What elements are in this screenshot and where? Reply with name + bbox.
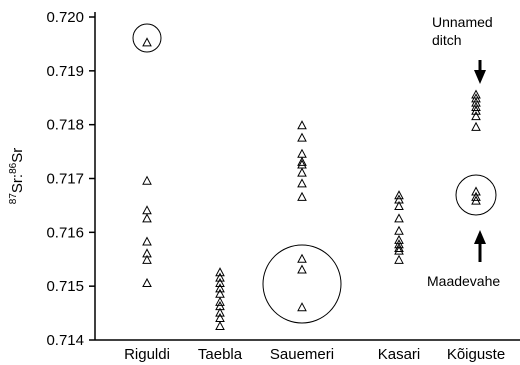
data-point-triangle: [142, 205, 152, 215]
data-point-triangle: [297, 253, 307, 263]
data-point-triangle: [297, 120, 307, 130]
y-tick-label: 0.718: [46, 117, 84, 134]
y-tick-label: 0.714: [46, 332, 84, 349]
y-label-sr2: Sr: [9, 148, 26, 163]
data-point-triangle: [142, 37, 152, 47]
data-point-triangle: [215, 312, 225, 322]
data-point-triangle: [297, 302, 307, 312]
data-point-triangle: [471, 101, 481, 111]
y-label-sup-87: 87: [8, 193, 19, 205]
data-point-triangle: [215, 288, 225, 298]
data-point-triangle: [142, 254, 152, 264]
data-point-triangle: [142, 213, 152, 223]
data-point-triangle: [297, 191, 307, 201]
data-point-triangle: [215, 272, 225, 282]
y-tick-label: 0.719: [46, 63, 84, 80]
data-point-triangle: [297, 148, 307, 158]
y-axis-label: 87Sr:86Sr: [8, 148, 26, 204]
data-point-triangle: [215, 283, 225, 293]
data-point-triangle: [394, 213, 404, 223]
x-category-label: Sauemeri: [270, 346, 334, 363]
data-point-triangle: [142, 175, 152, 185]
riguldi-outlier-circle: [132, 23, 162, 53]
data-point-triangle: [297, 264, 307, 274]
y-tick-label: 0.715: [46, 278, 84, 295]
data-point-triangle: [471, 195, 481, 205]
data-point-triangle: [215, 267, 225, 277]
data-point-triangle: [215, 307, 225, 317]
data-point-triangle: [142, 277, 152, 287]
koiguste-maadevahe-circle: [455, 174, 497, 216]
data-point-triangle: [394, 225, 404, 235]
data-point-triangle: [471, 105, 481, 115]
data-point-triangle: [471, 121, 481, 131]
annotation-ditch: ditch: [432, 32, 462, 48]
data-point-triangle: [394, 190, 404, 200]
data-point-triangle: [471, 111, 481, 121]
x-category-labels: Riguldi Taebla Sauemeri Kasari Kõiguste: [124, 346, 505, 363]
y-tick-label: 0.720: [46, 9, 84, 26]
annotation-maadevahe: Maadevahe: [427, 273, 500, 289]
data-point-triangle: [297, 178, 307, 188]
data-point-triangle: [471, 186, 481, 196]
data-point-triangle: [394, 242, 404, 252]
data-point-triangle: [215, 277, 225, 287]
y-label-sup-86: 86: [8, 162, 19, 174]
y-label-sr1: Sr:: [9, 174, 26, 193]
x-category-label: Riguldi: [124, 346, 170, 363]
maadevahe-arrow: [474, 230, 486, 262]
data-point-triangle: [297, 159, 307, 169]
data-point-triangle: [297, 132, 307, 142]
sauemeri-low-group-circle: [262, 244, 342, 324]
x-category-label: Taebla: [198, 346, 243, 363]
data-point-triangle: [142, 236, 152, 246]
data-point-triangle: [471, 93, 481, 103]
data-point-triangle: [297, 156, 307, 166]
unnamed-ditch-arrow: [474, 60, 486, 84]
data-point-triangle: [394, 254, 404, 264]
data-point-triangle: [394, 245, 404, 255]
y-ticks: 0.714 0.715 0.716 0.717 0.718 0.719 0.720: [46, 9, 95, 349]
x-category-label: Kasari: [378, 346, 421, 363]
data-point-triangle: [297, 167, 307, 177]
data-point-triangle: [471, 191, 481, 201]
y-tick-label: 0.716: [46, 224, 84, 241]
data-points: [142, 37, 481, 331]
data-point-triangle: [394, 200, 404, 210]
x-category-label: Kõiguste: [447, 346, 505, 363]
data-point-triangle: [215, 320, 225, 331]
y-tick-label: 0.717: [46, 171, 84, 188]
annotation-unnamed: Unnamed: [432, 14, 493, 30]
data-point-triangle: [215, 296, 225, 306]
